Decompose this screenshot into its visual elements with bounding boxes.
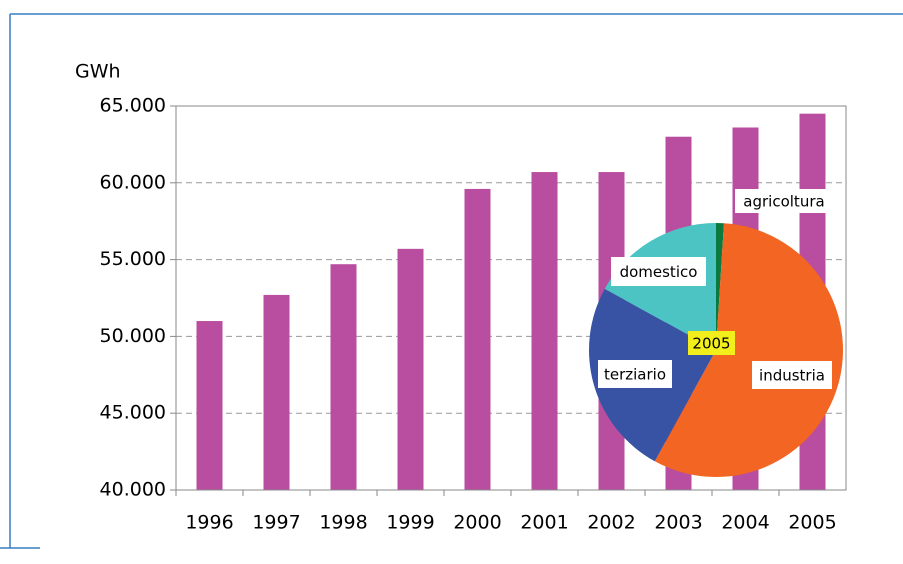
bar — [330, 264, 357, 490]
center-label-box — [688, 331, 735, 355]
pie-label: domestico — [620, 263, 698, 281]
pie-label: terziario — [604, 366, 666, 384]
pie-label: agricoltura — [743, 193, 824, 211]
pie-label-box — [752, 361, 832, 389]
y-tick-label: 65.000 — [100, 95, 166, 117]
bar — [263, 294, 290, 490]
x-tick-label: 2005 — [788, 512, 836, 534]
x-tick-label: 1998 — [319, 512, 367, 534]
y-tick-label: 60.000 — [100, 171, 166, 193]
pie-slice — [654, 223, 844, 477]
x-tick-label: 2000 — [453, 512, 501, 534]
bar — [531, 172, 558, 490]
x-tick-label: 2002 — [587, 512, 635, 534]
x-tick-label: 2004 — [721, 512, 769, 534]
y-tick-label: 40.000 — [100, 479, 166, 501]
pie-label: industria — [759, 367, 825, 385]
pie-label-box — [598, 360, 672, 388]
y-tick-label: 55.000 — [100, 248, 166, 270]
y-axis-label: GWh — [75, 61, 121, 83]
plot-border — [175, 105, 847, 491]
x-tick-label: 1999 — [386, 512, 434, 534]
bar — [464, 188, 491, 490]
pie-slice — [716, 223, 724, 350]
x-tick-label: 1996 — [185, 512, 233, 534]
x-tick-label: 2003 — [654, 512, 702, 534]
y-tick-label: 50.000 — [100, 325, 166, 347]
x-tick-label: 1997 — [252, 512, 300, 534]
x-tick-label: 2001 — [520, 512, 568, 534]
pie-label-box — [735, 189, 833, 213]
y-tick-label: 45.000 — [100, 402, 166, 424]
bar — [196, 321, 223, 490]
bar — [397, 248, 424, 490]
pie-slice — [604, 223, 716, 350]
pie-label-box — [611, 257, 706, 286]
center-label: 2005 — [692, 335, 730, 353]
